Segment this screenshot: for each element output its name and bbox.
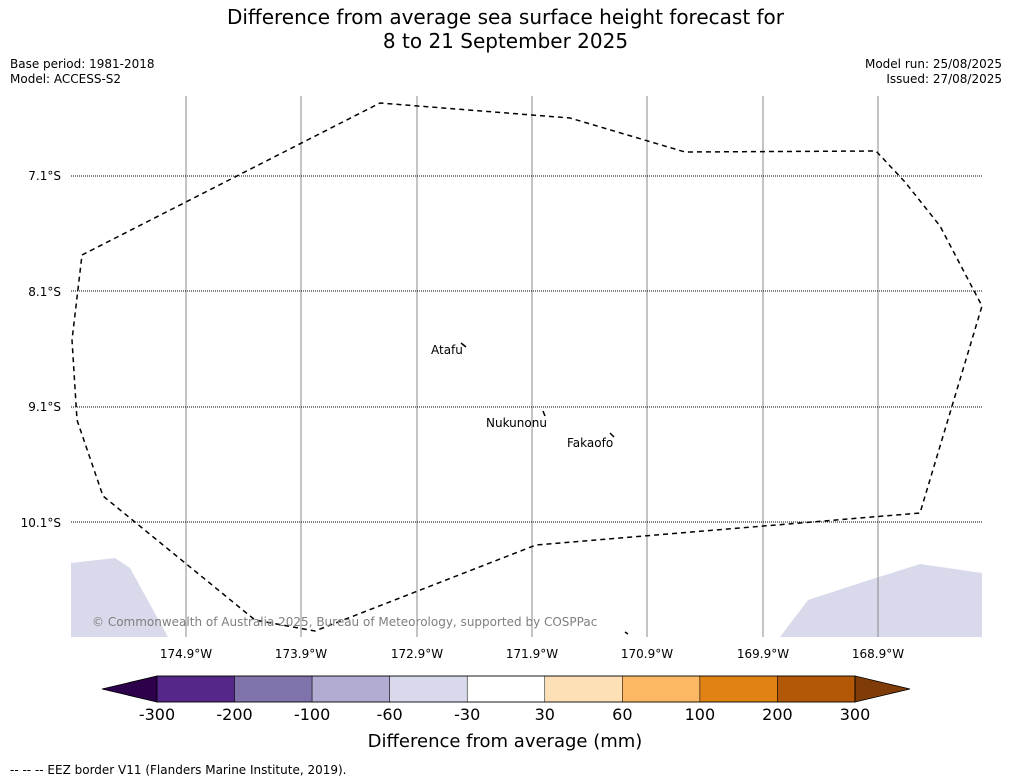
shading-southeast — [780, 564, 982, 637]
lon-label-171-9: 171.9°W — [506, 647, 558, 661]
shading-southwest — [71, 558, 168, 637]
colorbar — [101, 675, 911, 703]
eez-border — [71, 102, 983, 632]
atafu-island — [460, 342, 467, 348]
colorbar-segment — [389, 675, 468, 703]
colorbar-segment — [699, 675, 778, 703]
issued-date: Issued: 27/08/2025 — [886, 72, 1002, 86]
meta-right: Model run: 25/08/2025 Issued: 27/08/2025 — [865, 57, 1002, 87]
model-name: Model: ACCESS-S2 — [10, 72, 122, 86]
colorbar-tick-label: -60 — [377, 705, 403, 724]
base-period: Base period: 1981-2018 — [10, 57, 155, 71]
anomaly-shading — [71, 558, 982, 637]
lon-label-169-9: 169.9°W — [737, 647, 789, 661]
colorbar-extend-high — [854, 675, 911, 703]
lon-label-172-9: 172.9°W — [391, 647, 443, 661]
fakaofo-island — [609, 432, 615, 438]
place-nukunonu: Nukunonu — [486, 416, 547, 430]
place-atafu: Atafu — [431, 343, 463, 357]
colorbar-tick-label: -200 — [216, 705, 252, 724]
colorbar-tick-label: 300 — [840, 705, 871, 724]
meta-left: Base period: 1981-2018 Model: ACCESS-S2 — [10, 57, 155, 87]
lon-label-174-9: 174.9°W — [160, 647, 212, 661]
model-run: Model run: 25/08/2025 — [864, 57, 1002, 71]
lon-label-168-9: 168.9°W — [852, 647, 904, 661]
swains-island — [624, 631, 629, 635]
map-title: Difference from average sea surface heig… — [0, 5, 1011, 53]
map-panel — [71, 96, 982, 637]
copyright-text: © Commonwealth of Australia 2025, Bureau… — [92, 615, 597, 629]
colorbar-segment — [234, 675, 313, 703]
colorbar-segment — [156, 675, 235, 703]
lon-label-173-9: 173.9°W — [275, 647, 327, 661]
colorbar-title: Difference from average (mm) — [368, 731, 643, 752]
colorbar-ticks: -300 -200 -100 -60 -30 30 60 100 200 300 — [139, 705, 870, 724]
colorbar-segment — [544, 675, 623, 703]
colorbar-tick-label: -100 — [294, 705, 330, 724]
lat-label-7-1: 7.1°S — [28, 169, 61, 183]
colorbar-segment — [622, 675, 701, 703]
islands — [460, 342, 629, 635]
lat-label-8-1: 8.1°S — [28, 285, 61, 299]
colorbar-tick-label: 60 — [612, 705, 632, 724]
colorbar-tick-label: 200 — [762, 705, 793, 724]
colorbar-extend-low — [101, 675, 158, 703]
colorbar-segment — [777, 675, 856, 703]
colorbar-outline — [156, 675, 856, 703]
colorbar-tick-label: -300 — [139, 705, 175, 724]
colorbar-tick-label: 30 — [535, 705, 555, 724]
lon-label-170-9: 170.9°W — [621, 647, 673, 661]
colorbar-tick-label: -30 — [454, 705, 480, 724]
place-fakaofo: Fakaofo — [567, 436, 613, 450]
colorbar-segment — [311, 675, 390, 703]
nukunonu-island — [542, 410, 546, 417]
map-title-line2: 8 to 21 September 2025 — [382, 29, 629, 53]
lat-label-10-1: 10.1°S — [21, 516, 61, 530]
eez-footnote: -- -- -- EEZ border V11 (Flanders Marine… — [10, 763, 347, 777]
colorbar-tick-label: 100 — [685, 705, 716, 724]
lat-label-9-1: 9.1°S — [28, 400, 61, 414]
map-title-line1: Difference from average sea surface heig… — [226, 5, 785, 29]
colorbar-segment — [466, 675, 546, 703]
